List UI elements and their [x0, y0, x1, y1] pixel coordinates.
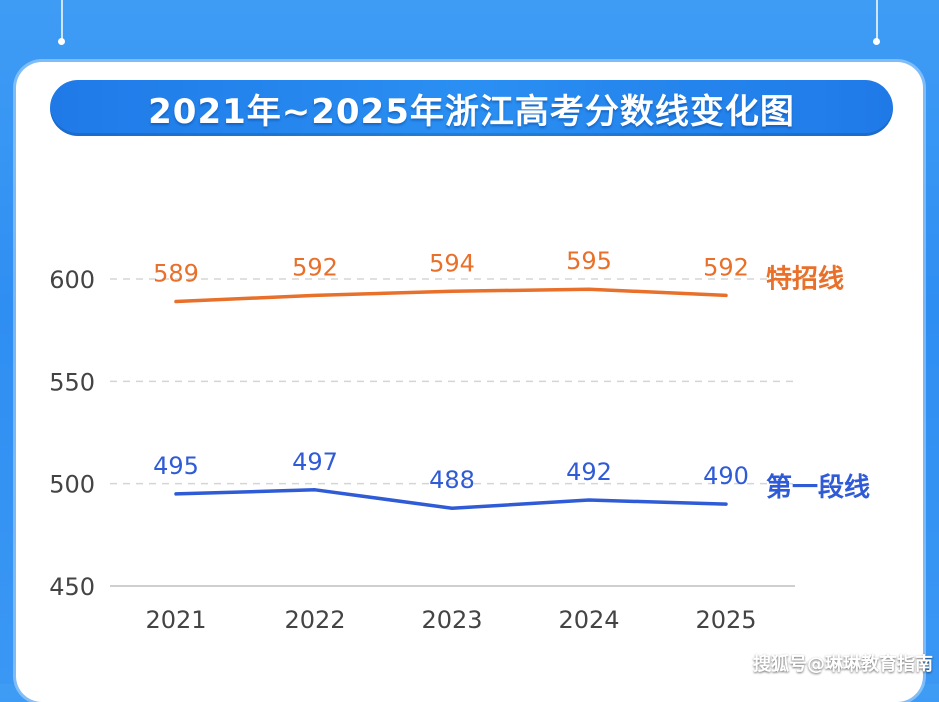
data-label: 488 — [429, 466, 475, 494]
data-label: 594 — [429, 249, 475, 277]
x-tick-label: 2022 — [284, 606, 345, 634]
data-label: 592 — [292, 253, 338, 281]
data-label: 589 — [153, 260, 199, 288]
series-line-0 — [174, 287, 728, 304]
x-tick-label: 2024 — [558, 606, 619, 634]
decorative-right-line — [876, 0, 878, 40]
x-tick-label: 2021 — [145, 606, 206, 634]
x-tick-label: 2025 — [695, 606, 756, 634]
y-tick-label: 450 — [49, 573, 95, 601]
decorative-right-dot — [873, 38, 880, 45]
chart-title: 2021年~2025年浙江高考分数线变化图 — [148, 91, 795, 132]
title-banner: 2021年~2025年浙江高考分数线变化图 — [50, 80, 893, 136]
data-label: 595 — [566, 247, 612, 275]
decorative-left-line — [61, 0, 63, 40]
data-label: 497 — [292, 448, 338, 476]
data-label: 490 — [703, 462, 749, 490]
data-label: 495 — [153, 452, 199, 480]
line-chart: 450 500 550 600 2021 2022 2023 2024 2025 589 592 59… — [49, 247, 870, 634]
y-tick-label: 500 — [49, 471, 95, 499]
x-tick-label: 2023 — [421, 606, 482, 634]
header-frame — [0, 0, 939, 90]
watermark: 搜狐号@琳琳教育指南 — [753, 654, 933, 675]
series-label: 特招线 — [766, 263, 844, 294]
series-line-1 — [174, 488, 728, 510]
y-tick-label: 600 — [49, 266, 95, 294]
y-tick-label: 550 — [49, 368, 95, 396]
decorative-left-dot — [58, 38, 65, 45]
data-label: 492 — [566, 458, 612, 486]
data-label: 592 — [703, 253, 749, 281]
series-label: 第一段线 — [766, 472, 870, 503]
